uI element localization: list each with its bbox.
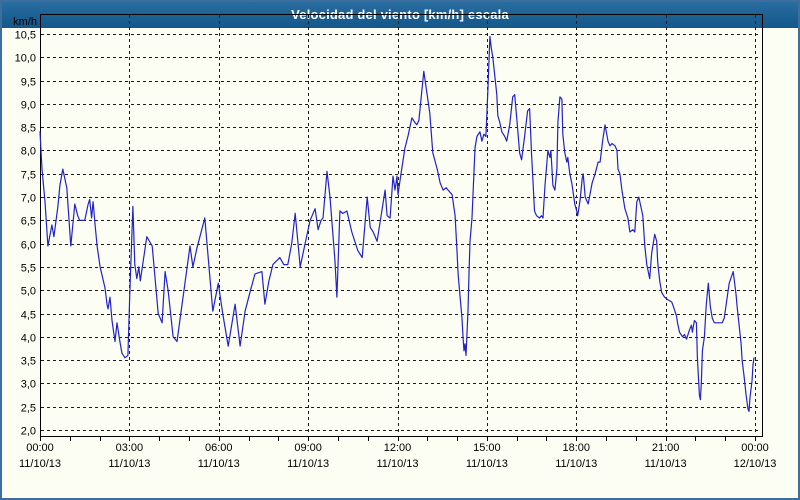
y-tick-label: 6,0 [21,240,36,252]
y-tick-label: 5,0 [21,286,36,298]
x-tick-time: 12:00 [384,442,412,454]
x-tick-date: 11/10/13 [287,458,329,470]
wind-speed-series-line [39,35,755,412]
x-tick-date: 11/10/13 [555,458,597,470]
y-tick-label: 7,0 [21,193,36,205]
x-tick-time: 00:00 [741,442,769,454]
x-tick-time: 06:00 [205,442,233,454]
x-tick-time: 21:00 [652,442,680,454]
y-tick-label: 3,5 [21,356,36,368]
x-tick-date: 11/10/13 [198,458,240,470]
y-tick-label: 8,0 [21,146,36,158]
y-tick-label: 2,5 [21,403,36,415]
plot-frame [40,14,763,437]
x-tick-date: 11/10/13 [645,458,687,470]
x-tick-date: 11/10/13 [466,458,508,470]
y-tick-label: 2,0 [21,426,36,438]
y-tick-label: 8,5 [21,123,36,135]
y-tick-label: 10,0 [15,53,36,65]
y-tick-label: 6,5 [21,216,36,228]
x-tick-time: 00:00 [26,442,54,454]
x-tick-time: 03:00 [116,442,144,454]
y-axis-unit-label: km/h [13,16,37,28]
x-tick-time: 15:00 [473,442,501,454]
x-tick-date: 12/10/13 [734,458,777,470]
x-tick-date: 11/10/13 [19,458,61,470]
y-tick-label: 9,0 [21,100,36,112]
y-tick-label: 7,5 [21,170,36,182]
y-tick-label: 9,5 [21,77,36,89]
y-tick-label: 3,0 [21,379,36,391]
x-tick-date: 11/10/13 [108,458,150,470]
x-tick-date: 11/10/13 [376,458,418,470]
y-tick-label: 10,5 [15,30,36,42]
y-tick-label: 4,5 [21,310,36,322]
wind-speed-chart: 10,5 10,0 9,5 9,0 8,5 8,0 7,5 7,0 6,5 6,0 5,5 5,0 4,… [13,14,777,470]
y-tick-label: 4,0 [21,333,36,345]
x-tick-time: 09:00 [294,442,322,454]
y-tick-label: 5,5 [21,263,36,275]
x-tick-time: 18:00 [562,442,590,454]
